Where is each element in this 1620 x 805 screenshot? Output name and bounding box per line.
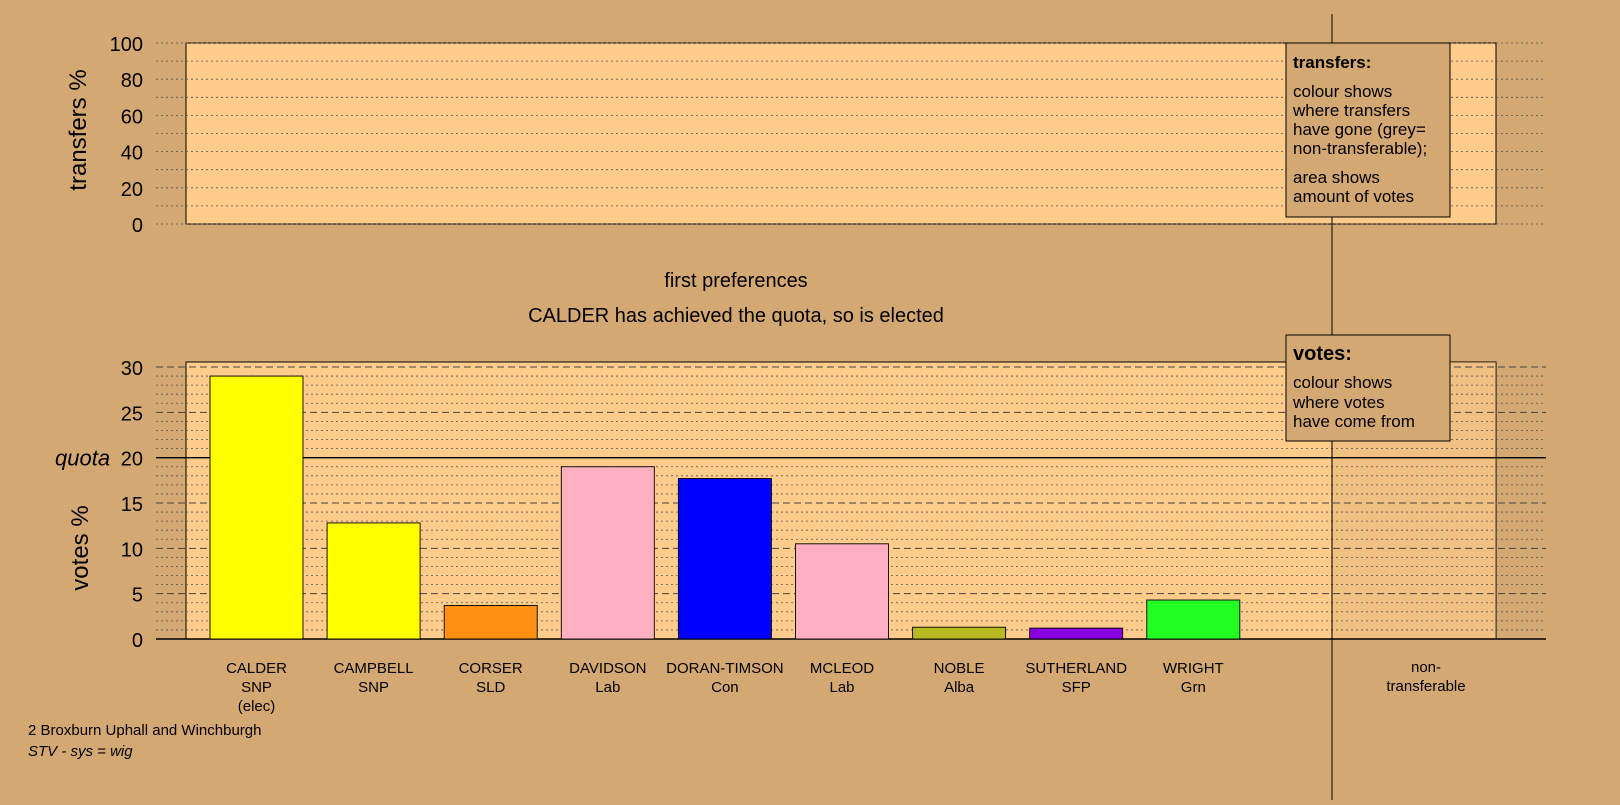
candidate-party-label: SNP [358, 679, 389, 696]
transfers-legend-line: have gone (grey= [1293, 120, 1426, 139]
transfers-panel: 0 20 40 60 80 100 transfers % [65, 34, 1546, 237]
votes-legend-line: have come from [1293, 412, 1415, 431]
transfers-legend-line: amount of votes [1293, 187, 1414, 206]
votes-legend-title: votes: [1293, 343, 1352, 365]
transfers-legend-line: colour shows [1293, 82, 1392, 101]
votes-y-tick-label: 15 [121, 494, 143, 516]
candidate-name-label: DAVIDSON [569, 660, 646, 677]
vote-bar [1029, 627, 1124, 640]
candidate-name-label: NOBLE [934, 660, 985, 677]
transfers-legend-box [1285, 42, 1451, 218]
votes-y-tick-label: 5 [132, 585, 143, 607]
votes-y-tick-label: 25 [121, 403, 143, 425]
nontransferable-label: transferable [1386, 678, 1465, 695]
vote-bar [912, 626, 1007, 640]
quota-label: quota [55, 446, 110, 471]
candidate-party-label: SFP [1062, 679, 1091, 696]
votes-y-tick-label: 20 [121, 449, 143, 471]
ward-label: 2 Broxburn Uphall and Winchburgh [28, 722, 261, 739]
stage-title: first preferences [664, 270, 807, 292]
votes-bars [209, 375, 1241, 640]
candidate-party-label: SLD [476, 679, 505, 696]
votes-y-tick-label: 10 [121, 539, 143, 561]
candidate-name-label: CORSER [459, 660, 523, 677]
transfers-legend-line: area shows [1293, 168, 1380, 187]
vote-bar [677, 478, 772, 640]
candidate-name-label: DORAN-TIMSON [666, 660, 784, 677]
candidate-name-label: MCLEOD [810, 660, 874, 677]
transfers-legend: transfers: colour shows where transfers … [1285, 42, 1451, 218]
candidate-party-label: Grn [1181, 679, 1206, 696]
vote-bar [560, 466, 655, 640]
vote-bar [795, 543, 889, 640]
stage-subtitle: CALDER has achieved the quota, so is ele… [528, 305, 944, 327]
votes-y-axis-label: votes % [67, 505, 94, 590]
vote-bar [443, 605, 538, 640]
votes-x-labels: CALDER SNP (elec) CAMPBELL SNP CORSER SLD DAVID… [226, 659, 1466, 715]
candidate-name-label: CALDER [226, 660, 287, 677]
transfers-y-tick-label: 100 [110, 34, 143, 56]
vote-bar [209, 375, 304, 640]
candidate-party-label: Alba [944, 679, 975, 696]
vote-bar [1146, 599, 1241, 640]
transfers-y-tick-label: 20 [121, 179, 143, 201]
transfers-y-tick-label: 40 [121, 143, 143, 165]
votes-legend-line: where votes [1292, 393, 1385, 412]
transfers-y-tick-label: 0 [132, 215, 143, 237]
transfers-y-ticks: 0 20 40 60 80 100 [110, 34, 143, 237]
vote-bar [326, 522, 421, 640]
candidate-name-label: CAMPBELL [334, 660, 414, 677]
candidate-elected-label: (elec) [238, 698, 276, 715]
candidate-name-label: WRIGHT [1163, 660, 1224, 677]
transfers-y-tick-label: 60 [121, 106, 143, 128]
transfers-y-axis-label: transfers % [65, 69, 92, 190]
transfers-y-tick-label: 80 [121, 70, 143, 92]
candidate-party-label: SNP [241, 679, 272, 696]
votes-legend: votes: colour shows where votes have com… [1285, 334, 1451, 442]
system-label: STV - sys = wig [28, 743, 133, 760]
votes-legend-box [1285, 334, 1451, 442]
transfers-grid [156, 42, 1546, 225]
candidate-party-label: Lab [595, 679, 620, 696]
candidate-name-label: SUTHERLAND [1025, 660, 1127, 677]
votes-legend-line: colour shows [1293, 373, 1392, 392]
votes-y-tick-label: 30 [121, 358, 143, 380]
votes-y-tick-label: 0 [132, 630, 143, 652]
votes-y-ticks: 0 5 10 15 20 25 30 [121, 358, 143, 652]
transfers-legend-title: transfers: [1293, 53, 1371, 72]
transfers-legend-line: where transfers [1292, 101, 1410, 120]
transfers-legend-line: non-transferable); [1293, 139, 1427, 158]
nontransferable-label: non- [1411, 659, 1441, 676]
candidate-party-label: Lab [829, 679, 854, 696]
candidate-party-label: Con [711, 679, 739, 696]
